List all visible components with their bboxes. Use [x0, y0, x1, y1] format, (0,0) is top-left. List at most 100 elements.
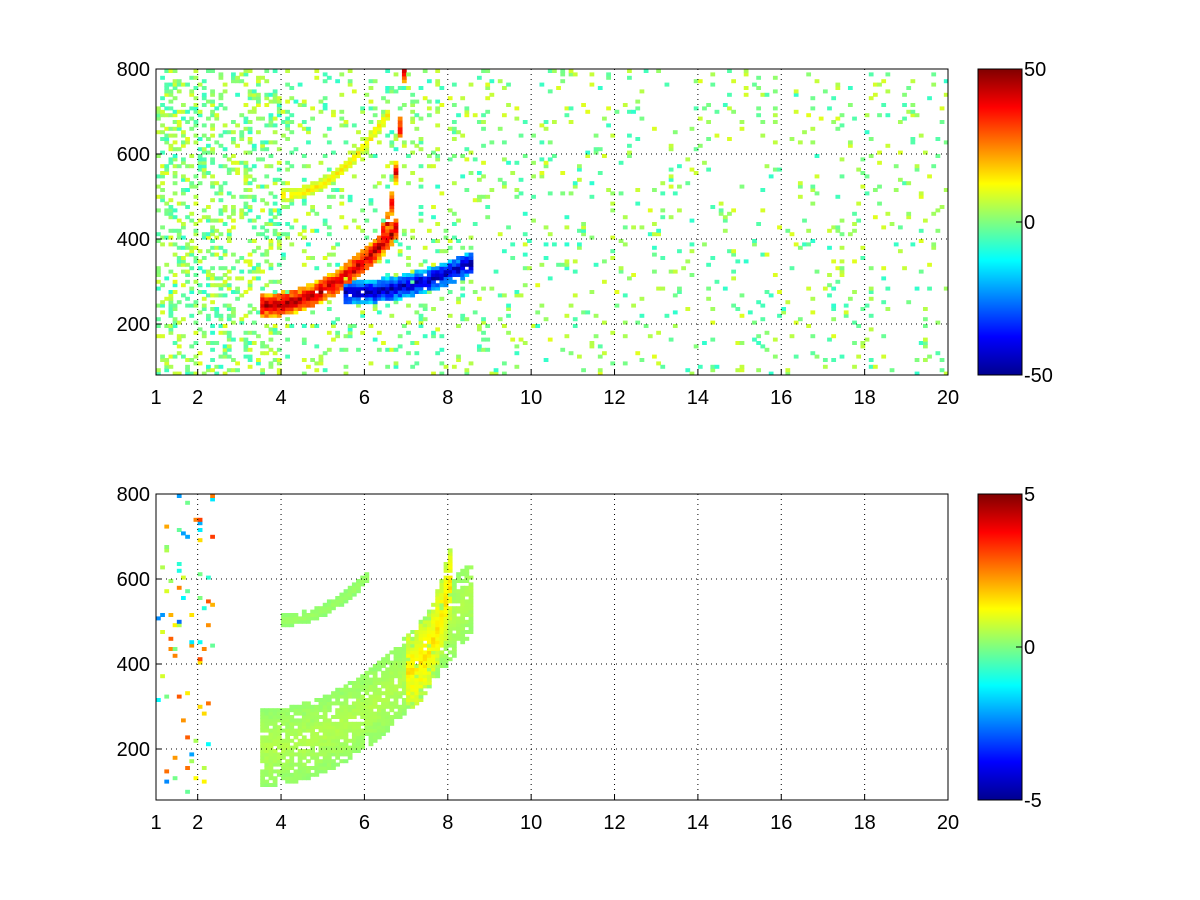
heatmap-cell: [364, 681, 370, 685]
heatmap-cell: [368, 704, 374, 709]
heatmap-cell: [197, 160, 203, 165]
heatmap-cell: [406, 691, 411, 696]
heatmap-cell: [385, 116, 391, 121]
heatmap-cell: [418, 205, 424, 209]
heatmap-cell: [256, 358, 261, 362]
heatmap-cell: [439, 599, 445, 604]
heatmap-cell: [289, 242, 295, 247]
heatmap-cell: [264, 92, 270, 97]
heatmap-cell: [318, 358, 324, 362]
heatmap-cell: [864, 191, 870, 196]
heatmap-cell: [331, 276, 336, 281]
heatmap-cell: [514, 351, 520, 356]
heatmap-cell: [231, 154, 236, 158]
heatmap-cell: [677, 249, 682, 254]
heatmap-cell: [201, 269, 207, 274]
heatmap-cell: [881, 225, 887, 230]
heatmap-cell: [222, 279, 228, 284]
heatmap-cell: [289, 191, 295, 196]
heatmap-cell: [331, 759, 336, 764]
heatmap-cell: [381, 674, 386, 679]
heatmap-cell: [181, 82, 186, 87]
heatmap-cell: [397, 715, 403, 719]
heatmap-cell: [431, 602, 436, 607]
heatmap-cell: [306, 303, 311, 308]
heatmap-cell: [672, 293, 678, 298]
heatmap-cell: [276, 222, 282, 226]
heatmap-cell: [247, 269, 253, 274]
heatmap-cell: [289, 303, 295, 308]
heatmap-cell: [418, 640, 424, 645]
heatmap-cell: [168, 126, 174, 131]
heatmap-cell: [435, 596, 441, 600]
heatmap-cell: [372, 674, 378, 679]
heatmap-cell: [164, 779, 170, 784]
heatmap-cell: [852, 211, 857, 216]
heatmap-cell: [168, 69, 174, 73]
heatmap-cell: [197, 528, 203, 532]
heatmap-cell: [197, 310, 203, 315]
heatmap-cell: [285, 82, 290, 87]
heatmap-cell: [218, 188, 224, 192]
heatmap-cell: [181, 188, 186, 192]
heatmap-cell: [447, 290, 453, 294]
heatmap-cell: [385, 245, 391, 250]
heatmap-cell: [172, 154, 178, 158]
heatmap-cell: [489, 188, 495, 192]
heatmap-cell: [335, 738, 341, 743]
heatmap-cell: [602, 320, 607, 325]
heatmap-cell: [218, 324, 224, 328]
heatmap-cell: [660, 181, 666, 186]
heatmap-cell: [443, 562, 449, 566]
heatmap-cell: [231, 211, 236, 216]
heatmap-cell: [422, 677, 428, 682]
heatmap-cell: [326, 599, 332, 604]
heatmap-cell: [339, 167, 345, 172]
heatmap-cell: [160, 113, 165, 118]
heatmap-cell: [210, 239, 215, 243]
heatmap-cell: [810, 239, 816, 243]
heatmap-cell: [877, 160, 882, 165]
heatmap-cell: [176, 109, 182, 114]
heatmap-cell: [356, 728, 361, 733]
heatmap-cell: [297, 303, 303, 308]
heatmap-cell: [368, 701, 374, 706]
heatmap-cell: [368, 361, 374, 366]
heatmap-cell: [397, 116, 403, 121]
heatmap-cell: [193, 256, 199, 260]
heatmap-cell: [243, 69, 249, 73]
heatmap-cell: [201, 96, 207, 101]
heatmap-cell: [368, 283, 374, 288]
heatmap-cell: [285, 732, 290, 736]
heatmap-cell: [331, 602, 336, 607]
heatmap-cell: [326, 307, 332, 311]
heatmap-cell: [172, 317, 178, 322]
heatmap-cell: [301, 762, 307, 767]
heatmap-cell: [710, 320, 716, 325]
heatmap-cell: [531, 218, 536, 223]
heatmap-cell: [185, 296, 190, 301]
heatmap-cell: [535, 310, 541, 315]
heatmap-cell: [339, 735, 345, 740]
heatmap-cell: [389, 140, 395, 145]
heatmap-cell: [376, 123, 382, 128]
heatmap-cell: [172, 120, 178, 124]
heatmap-cell: [197, 147, 203, 152]
heatmap-cell: [752, 239, 757, 243]
heatmap-cell: [376, 694, 382, 699]
heatmap-cell: [206, 742, 211, 747]
heatmap-cell: [426, 670, 432, 675]
heatmap-cell: [414, 361, 420, 366]
heatmap-cell: [727, 92, 732, 97]
heatmap-cell: [160, 303, 165, 308]
heatmap-cell: [368, 694, 374, 699]
heatmap-cell: [356, 147, 361, 152]
heatmap-cell: [564, 242, 570, 247]
heatmap-cell: [310, 324, 315, 328]
heatmap-cell: [426, 630, 432, 634]
heatmap-cell: [251, 143, 257, 148]
heatmap-cell: [247, 303, 253, 308]
heatmap-cell: [306, 725, 311, 730]
heatmap-cell: [364, 670, 370, 675]
heatmap-cell: [610, 235, 616, 240]
